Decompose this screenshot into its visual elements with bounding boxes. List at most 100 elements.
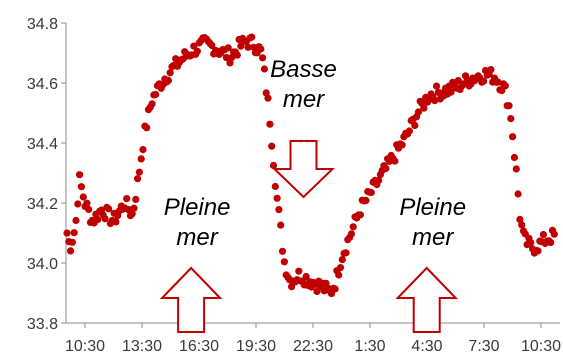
data-point (534, 247, 542, 255)
data-point (130, 204, 138, 212)
data-point (362, 196, 370, 205)
data-point (166, 69, 174, 77)
data-point (398, 141, 406, 149)
y-tick-label: 34.4 (27, 136, 58, 153)
data-point (260, 65, 268, 73)
data-point (208, 41, 216, 50)
data-point (342, 249, 350, 257)
annotation-label: mer (412, 224, 454, 251)
data-point (224, 44, 232, 52)
data-point (273, 194, 281, 202)
data-point (432, 82, 441, 90)
data-point (193, 47, 201, 55)
x-tick-label: 13:30 (122, 338, 162, 355)
data-point (391, 157, 399, 165)
data-point (271, 182, 279, 191)
x-tick-label: 16:30 (179, 338, 219, 355)
data-point (74, 200, 82, 208)
data-point (226, 59, 234, 67)
x-tick-label: 10:30 (65, 338, 105, 355)
data-point (123, 195, 131, 203)
y-tick-label: 33.8 (27, 316, 58, 333)
data-point (280, 258, 288, 266)
y-tick-label: 34.6 (27, 76, 58, 93)
data-point (527, 239, 535, 247)
y-tick-label: 34.8 (27, 16, 58, 33)
data-point (411, 121, 419, 129)
data-point (134, 175, 142, 183)
data-point (454, 77, 462, 85)
data-point (264, 94, 272, 102)
x-tick-label: 7:30 (468, 338, 499, 355)
data-point (143, 124, 151, 132)
data-point (278, 247, 287, 255)
data-point (382, 164, 390, 172)
data-point (349, 223, 357, 231)
data-point (514, 190, 522, 198)
data-point (105, 205, 113, 213)
data-point (447, 88, 455, 96)
data-point (547, 238, 555, 247)
data-point (539, 231, 548, 239)
data-point (295, 267, 303, 275)
y-tick-label: 34.0 (27, 256, 58, 273)
data-point (68, 238, 76, 246)
data-point (501, 82, 509, 90)
data-point (248, 33, 256, 41)
data-point (148, 100, 156, 108)
data-point (76, 171, 84, 179)
data-point (375, 176, 383, 185)
data-point (72, 216, 80, 225)
axes: 33.8 34.0 34.2 34.4 34.6 34.8 10:30 13:30 16:30 1… (27, 16, 561, 355)
data-point (268, 142, 276, 150)
data-point (67, 247, 75, 255)
data-point (505, 102, 513, 110)
down-arrow-icon (272, 140, 335, 199)
data-point (79, 193, 87, 201)
data-point (228, 53, 236, 62)
data-point (101, 215, 109, 223)
data-point (507, 115, 515, 123)
data-point (233, 51, 241, 59)
data-point (77, 183, 85, 191)
data-point (112, 218, 120, 226)
data-point (518, 221, 526, 229)
data-point (152, 90, 160, 99)
data-point (494, 78, 502, 86)
data-point (516, 215, 524, 223)
data-point (550, 230, 558, 238)
data-point (94, 216, 102, 224)
data-point (70, 229, 78, 237)
data-point (266, 120, 274, 128)
data-point (132, 195, 140, 203)
annotation-label: mer (176, 224, 218, 251)
x-tick-label: 22:30 (293, 338, 333, 355)
annotation-label: Pleine (164, 194, 231, 221)
data-point (257, 45, 265, 53)
data-point (277, 221, 285, 229)
data-point (508, 133, 517, 141)
x-tick-label: 4:30 (411, 338, 442, 355)
data-point (128, 210, 136, 218)
x-tick-label: 1:30 (354, 338, 385, 355)
data-point (139, 146, 147, 154)
data-point (367, 188, 375, 197)
data-points (63, 33, 558, 298)
up-arrow-icon (159, 266, 223, 333)
data-point (487, 66, 495, 74)
y-tick-label: 34.2 (27, 196, 58, 213)
annotation-label: mer (283, 86, 325, 113)
data-point (83, 199, 91, 207)
data-point (335, 271, 343, 279)
data-point (356, 211, 364, 219)
data-point (431, 97, 439, 105)
data-point (63, 229, 71, 237)
x-tick-label: 10:30 (521, 338, 561, 355)
data-point (331, 285, 339, 293)
data-point (347, 230, 355, 238)
data-point (405, 127, 413, 135)
data-point (244, 43, 252, 51)
data-point (164, 76, 172, 84)
data-point (85, 205, 93, 213)
